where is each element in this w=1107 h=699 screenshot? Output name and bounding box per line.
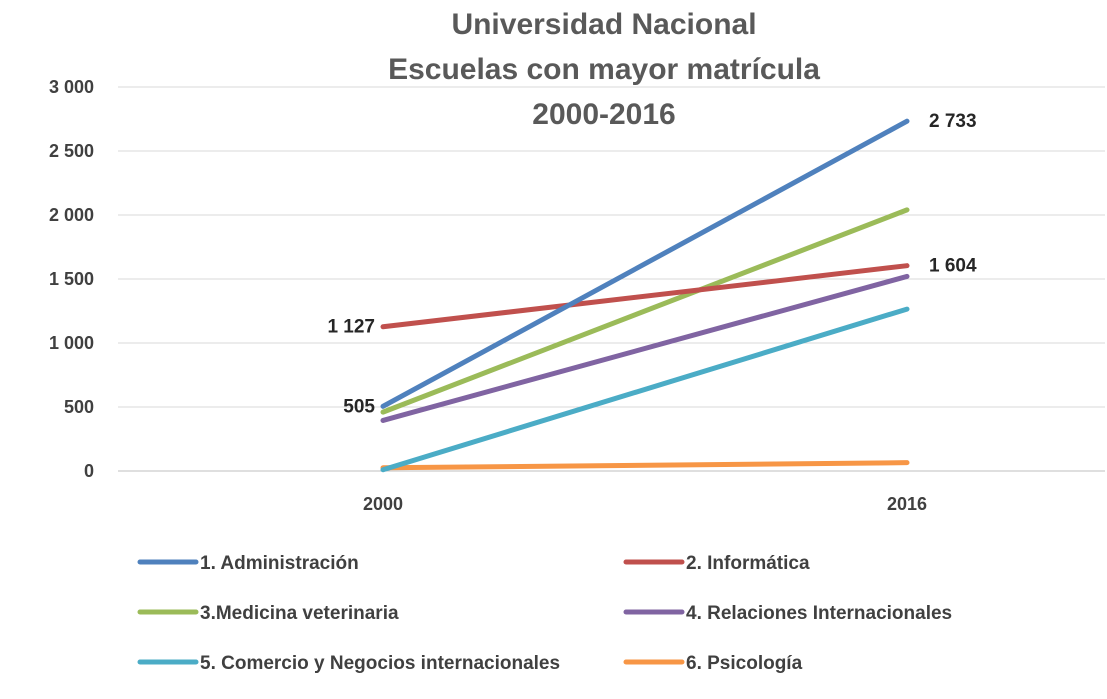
y-tick-label: 500 [64,397,94,417]
series-line-4 [380,273,910,423]
series-line-2 [380,263,910,330]
chart-title: Universidad Nacional Escuelas con mayor … [388,8,820,131]
y-tick-label: 2 500 [49,141,94,161]
y-tick-label: 1 500 [49,269,94,289]
series-line-6 [380,460,910,471]
y-axis: 0 500 1 000 1 500 2 000 2 500 3 000 [49,77,94,481]
legend-label: 6. Psicología [686,653,803,674]
y-tick-label: 3 000 [49,77,94,97]
x-tick-label: 2000 [363,494,403,514]
series-line-5 [380,306,910,473]
plot-area [380,118,910,473]
data-labels: 505 2 733 1 127 1 604 [327,111,977,417]
legend-label: 4. Relaciones Internacionales [686,603,952,624]
chart-title-line-1: Universidad Nacional [451,8,756,41]
y-tick-label: 1 000 [49,333,94,353]
data-label: 2 733 [929,111,977,132]
x-tick-label: 2016 [887,494,927,514]
legend-label: 5. Comercio y Negocios internacionales [200,653,560,674]
legend-label: 3.Medicina veterinaria [200,603,399,624]
data-label: 505 [343,396,375,417]
x-axis: 2000 2016 [363,494,927,514]
data-label: 1 127 [327,317,375,338]
legend-label: 1. Administración [200,553,359,574]
chart-title-line-3: 2000-2016 [532,98,675,131]
legend: 1. Administración 2. Informática 3.Medicin… [137,553,952,674]
chart-title-line-2: Escuelas con mayor matrícula [388,53,820,86]
series-line-3 [380,207,910,415]
series-line-1 [380,118,910,409]
legend-label: 2. Informática [686,553,810,574]
y-tick-label: 2 000 [49,205,94,225]
y-tick-label: 0 [84,461,94,481]
data-label: 1 604 [929,256,977,277]
gridlines [118,86,1105,472]
